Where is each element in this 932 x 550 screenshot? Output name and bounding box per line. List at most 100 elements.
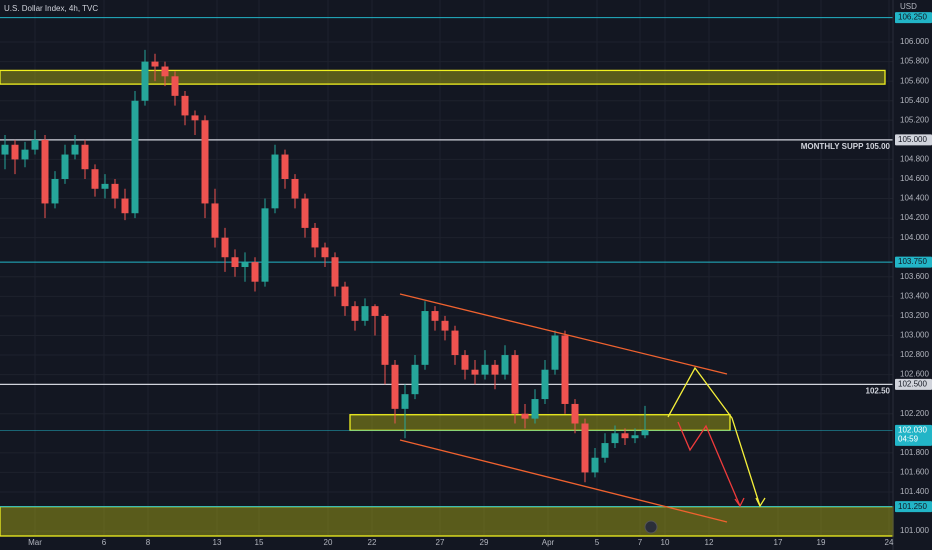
- price-box: [895, 12, 932, 24]
- candle-body: [211, 203, 219, 238]
- candle-body: [411, 364, 419, 395]
- x-tick-label: 13: [213, 538, 222, 547]
- y-tick-label: 105.800: [900, 57, 929, 66]
- y-tick-label: 101.600: [900, 468, 929, 477]
- candle-body: [231, 257, 239, 268]
- candle-body: [131, 100, 139, 214]
- x-tick-label: Mar: [28, 538, 42, 547]
- candle-body: [221, 237, 229, 258]
- candle-body: [451, 330, 459, 356]
- price-box-label: 102.500: [898, 380, 927, 389]
- drawings: [399, 293, 766, 534]
- level-note: 102.50: [866, 387, 891, 396]
- y-tick-label: 104.200: [900, 213, 929, 222]
- candle-body: [401, 394, 409, 409]
- candle-body: [101, 183, 109, 189]
- y-tick-label: 105.600: [900, 76, 929, 85]
- candle-body: [261, 208, 269, 282]
- y-tick-label: 104.800: [900, 155, 929, 164]
- candle-body: [461, 355, 469, 370]
- candle-body: [381, 315, 389, 365]
- candle-body: [51, 178, 59, 204]
- candle-body: [431, 311, 439, 321]
- arrow-head: [734, 497, 745, 508]
- y-tick-label: 103.400: [900, 291, 929, 300]
- y-tick-label: 103.600: [900, 272, 929, 281]
- candle-body: [161, 66, 169, 77]
- y-tick-label: 104.400: [900, 194, 929, 203]
- candle-body: [641, 430, 649, 436]
- x-tick-label: 12: [705, 538, 714, 547]
- candle-body: [201, 120, 209, 204]
- x-tick-label: 10: [661, 538, 670, 547]
- candle-body: [1, 144, 9, 155]
- price-box: [895, 134, 932, 146]
- zone: [0, 506, 894, 537]
- x-tick-label: 15: [255, 538, 264, 547]
- x-tick-label: 22: [368, 538, 377, 547]
- candle-body: [391, 364, 399, 409]
- price-box: [895, 256, 932, 268]
- candle-body: [541, 369, 549, 400]
- channel-lower: [399, 439, 728, 523]
- candle-body: [281, 154, 289, 179]
- x-tick-label: 27: [436, 538, 445, 547]
- candle-body: [11, 144, 19, 160]
- x-tick-label: 19: [817, 538, 826, 547]
- candle-body: [61, 154, 69, 179]
- candle-body: [631, 435, 639, 439]
- candle-body: [351, 306, 359, 321]
- y-tick-label: 102.600: [900, 370, 929, 379]
- price-box-label: 105.000: [898, 135, 927, 144]
- candle-body: [81, 144, 89, 170]
- candle-body: [511, 355, 519, 414]
- candle-body: [111, 183, 119, 199]
- candle-body: [271, 154, 279, 209]
- candle-body: [311, 227, 319, 248]
- candle-body: [181, 95, 189, 116]
- candle-body: [581, 423, 589, 473]
- last-price-box: [895, 424, 932, 446]
- candle-body: [471, 369, 479, 375]
- last-price-label: 102.030: [898, 425, 927, 434]
- candle-body: [341, 286, 349, 307]
- candle-body: [331, 257, 339, 287]
- y-tick-label: 103.200: [900, 311, 929, 320]
- price-box-label: 106.250: [898, 13, 927, 22]
- candle-body: [371, 306, 379, 316]
- y-tick-label: 104.000: [900, 233, 929, 242]
- candle-body: [551, 335, 559, 370]
- x-tick-label: 29: [480, 538, 489, 547]
- candle-body: [251, 262, 259, 282]
- x-tick-label: 6: [102, 538, 107, 547]
- candle-body: [21, 149, 29, 160]
- candle-body: [321, 247, 329, 258]
- y-tick-label: 106.000: [900, 37, 929, 46]
- y-tick-label: 101.800: [900, 448, 929, 457]
- level-note: MONTHLY SUPP 105.00: [801, 142, 891, 151]
- y-tick-label: 103.000: [900, 331, 929, 340]
- candle-body: [151, 61, 159, 67]
- candle-body: [601, 443, 609, 458]
- candle-body: [141, 61, 149, 101]
- candle-body: [571, 403, 579, 424]
- candle-body: [441, 320, 449, 331]
- x-tick-label: 24: [885, 538, 894, 547]
- y-tick-label: 105.400: [900, 96, 929, 105]
- zone-layer: [0, 69, 894, 537]
- candle-body: [491, 364, 499, 375]
- y-tick-label: 101.000: [900, 526, 929, 535]
- chart-title: U.S. Dollar Index, 4h, TVC: [4, 4, 98, 13]
- candle-body: [191, 115, 199, 121]
- candle-body: [91, 169, 99, 189]
- y-tick-label: 102.200: [900, 409, 929, 418]
- candle-body: [521, 413, 529, 419]
- x-tick-label: 17: [774, 538, 783, 547]
- candle-body: [241, 262, 249, 268]
- y-tick-label: 105.200: [900, 115, 929, 124]
- candle-layer: [1, 49, 649, 483]
- candle-body: [41, 139, 49, 204]
- event-icon[interactable]: [644, 520, 658, 534]
